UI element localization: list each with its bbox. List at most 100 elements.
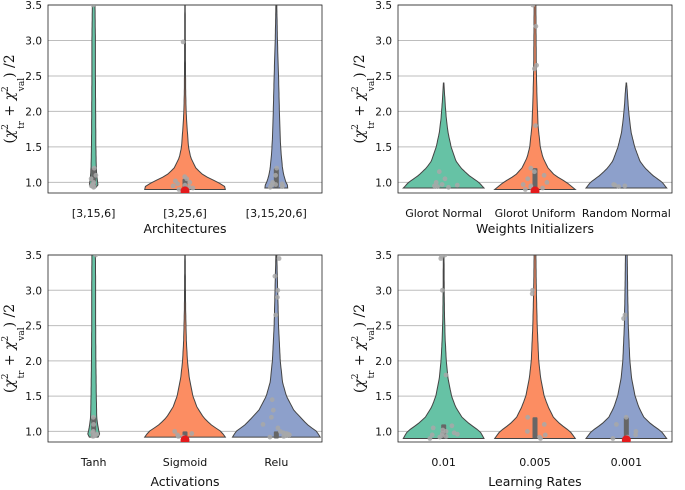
violin-panel-4: 1.0 1.5 2.0 2.5 3.0 3.5 0.01 0.005 0.001 Learning… — [351, 250, 673, 489]
data-point — [269, 414, 274, 420]
violin-1 — [87, 255, 101, 438]
data-point — [542, 432, 548, 438]
y-tick-label: 3.0 — [25, 35, 42, 47]
data-point — [525, 429, 530, 434]
violin-1 — [402, 82, 486, 189]
x-tick-label: Sigmoid — [163, 456, 208, 469]
violin-panel-2: 1.0 1.5 2.0 2.5 3.0 3.5 Glorot Normal Glorot Un… — [351, 0, 673, 236]
data-point — [533, 123, 538, 128]
data-point — [91, 422, 96, 427]
x-tick-label: Glorot Uniform — [495, 207, 576, 220]
median-marker — [530, 186, 540, 193]
data-point — [276, 256, 282, 261]
violin-3 — [231, 255, 322, 438]
data-point — [528, 165, 534, 171]
data-point — [270, 180, 276, 185]
data-point — [275, 294, 280, 300]
data-point — [269, 397, 275, 403]
data-point — [449, 423, 455, 429]
y-tick-label: 1.0 — [375, 426, 392, 438]
data-point — [439, 287, 445, 293]
y-tick-label: 3.0 — [375, 285, 392, 297]
data-point — [443, 434, 449, 439]
x-tick-label: 0.005 — [519, 456, 551, 469]
data-point — [94, 431, 100, 437]
data-point — [439, 182, 445, 187]
y-tick-label: 1.5 — [375, 391, 392, 403]
y-tick-label: 3.5 — [25, 250, 42, 262]
violin-2 — [493, 255, 577, 439]
violin-1 — [402, 255, 485, 439]
data-point — [429, 432, 435, 438]
violin-box — [273, 431, 279, 439]
y-tick-label: 1.5 — [375, 142, 392, 154]
y-tick-label: 1.0 — [25, 426, 42, 438]
x-axis-label: Weights Initializers — [476, 221, 594, 236]
data-point — [532, 169, 537, 175]
x-tick-label: [3,15,20,6] — [246, 207, 307, 220]
x-axis-label: Activations — [150, 474, 219, 489]
x-axis-label: Learning Rates — [488, 474, 581, 489]
data-point — [529, 291, 535, 297]
data-point — [430, 425, 436, 431]
violin-box — [623, 417, 629, 440]
data-point — [525, 176, 531, 182]
data-point — [520, 182, 526, 187]
data-point — [532, 66, 537, 72]
data-point — [525, 414, 531, 420]
violin-2 — [144, 5, 226, 190]
y-tick-label: 2.5 — [25, 71, 42, 83]
data-point — [451, 430, 457, 436]
data-point — [176, 187, 182, 192]
y-tick-label: 2.0 — [25, 106, 42, 118]
y-tick-label: 3.5 — [375, 250, 392, 262]
data-point — [522, 187, 528, 192]
data-point — [611, 182, 617, 187]
median-marker — [180, 435, 190, 442]
x-tick-label: Relu — [264, 456, 288, 469]
data-point — [90, 414, 96, 420]
x-tick-label: [3,25,6] — [163, 207, 207, 220]
data-point — [443, 372, 449, 378]
data-point — [93, 172, 99, 178]
data-point — [616, 184, 621, 190]
y-tick-label: 1.0 — [25, 177, 42, 189]
data-point — [541, 172, 547, 178]
data-point — [530, 287, 535, 293]
data-point — [433, 180, 439, 185]
y-tick-label: 2.5 — [375, 321, 392, 333]
data-point — [274, 165, 280, 171]
data-point — [534, 62, 539, 68]
y-tick-label: 3.5 — [25, 0, 42, 12]
data-point — [614, 422, 619, 427]
plot-area — [402, 255, 668, 442]
data-point — [182, 174, 188, 180]
y-tick-label: 3.0 — [25, 285, 42, 297]
data-point — [440, 427, 446, 433]
x-tick-label: [3,15,6] — [72, 207, 116, 220]
y-tick-label: 1.5 — [25, 391, 42, 403]
x-tick-label: 0.01 — [431, 456, 456, 469]
data-point — [182, 182, 188, 188]
data-point — [277, 429, 283, 434]
violin-panel-3: 1.0 1.5 2.0 2.5 3.0 3.5 Tanh Sigmoid Relu Activat… — [1, 250, 323, 489]
y-tick-label: 2.5 — [25, 321, 42, 333]
y-tick-label: 1.0 — [375, 177, 392, 189]
data-point — [180, 39, 186, 45]
violin-2 — [143, 255, 227, 438]
data-point — [175, 432, 181, 438]
data-point — [273, 312, 279, 318]
data-point — [454, 182, 460, 188]
data-point — [442, 255, 448, 258]
data-point — [541, 422, 547, 427]
x-axis-label: Architectures — [143, 221, 226, 236]
data-point — [440, 431, 445, 436]
data-point — [530, 5, 536, 8]
data-point — [90, 5, 96, 8]
y-axis-label: (χ2 tr + χ2 val) /2 — [351, 304, 377, 393]
y-axis-label: (χ2 tr + χ2 val) /2 — [1, 304, 27, 393]
data-point — [528, 183, 534, 189]
x-tick-label: 0.001 — [611, 456, 643, 469]
data-point — [537, 434, 542, 440]
